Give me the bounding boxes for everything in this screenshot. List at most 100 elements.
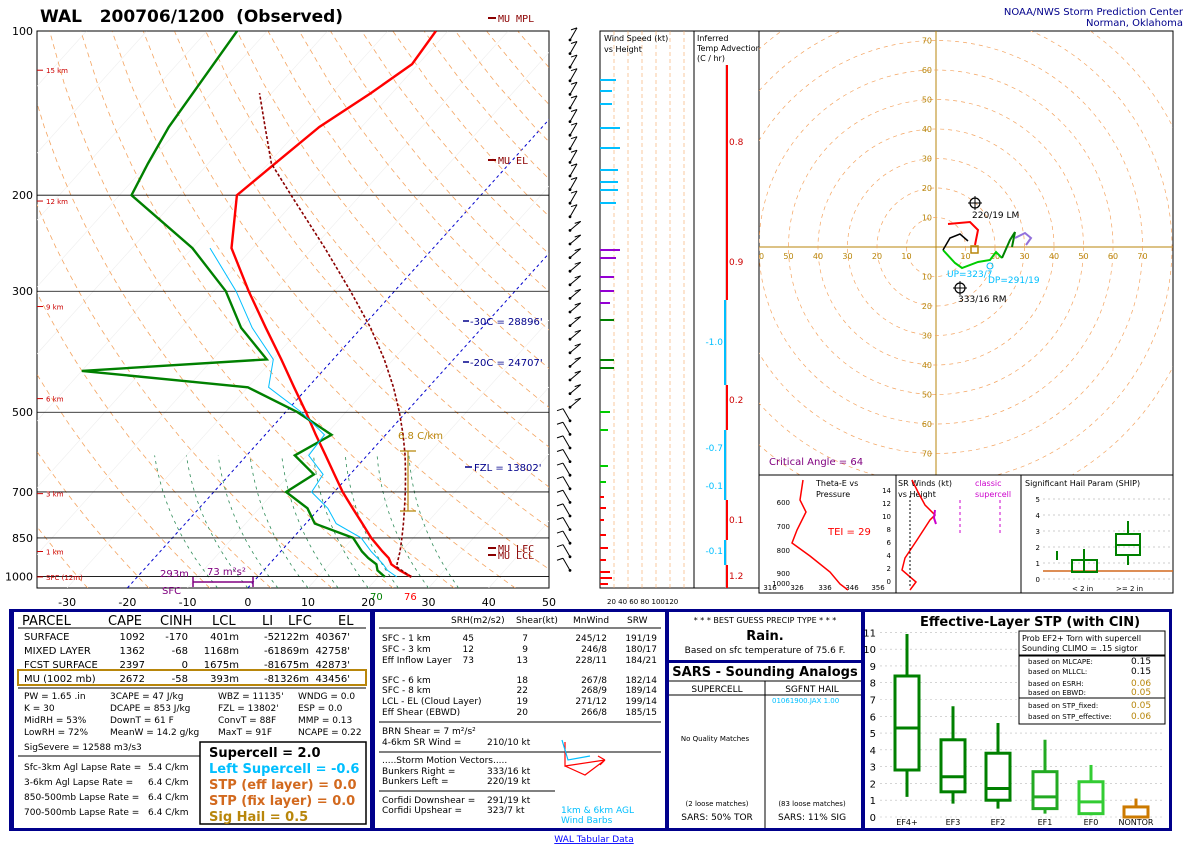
wind-barb-flag xyxy=(557,422,563,424)
tei-label: TEI = 29 xyxy=(827,527,871,538)
wind-speed-axis: 20 40 60 80 100120 xyxy=(607,598,678,606)
stp-ylabel: 6 xyxy=(870,712,876,723)
ship-ylabel: 5 xyxy=(1036,496,1040,504)
sr-winds-ylabel: 14 xyxy=(882,487,891,495)
hodo-ring-label: 20 xyxy=(872,252,882,261)
theta-e-plevel: 800 xyxy=(777,547,790,555)
kinematic-header-cell: MnWind xyxy=(573,616,609,626)
stp-ylabel: 9 xyxy=(870,662,876,673)
hodo-ring-label: 30 xyxy=(842,252,852,261)
stp-category: EF1 xyxy=(1038,818,1053,827)
based-label: based on MLCAPE: xyxy=(1028,658,1093,666)
parcel-cell: 42758' xyxy=(315,646,350,657)
parcel-cell: -5 xyxy=(264,632,274,643)
hodo-ring-label: 20 xyxy=(922,302,932,311)
hodo-ring-label: 10 xyxy=(922,273,932,282)
hodo-ring-label: 50 xyxy=(922,96,932,105)
height-label: 12 km xyxy=(46,198,68,206)
index-cell: DCAPE = 853 J/kg xyxy=(110,704,190,714)
temp-advection-bar xyxy=(726,65,728,300)
hail-match: 01061900.JAX 1.00 xyxy=(772,697,839,705)
precip-basis: Based on sfc temperature of 75.6 F. xyxy=(685,646,846,656)
parcel-cell: 40367' xyxy=(315,632,350,643)
hail-sars: SARS: 11% SIG xyxy=(778,813,846,823)
kinematic-row-label: SFC - 3 km xyxy=(382,645,431,655)
based-value: 0.06 xyxy=(1131,712,1151,722)
theta-e-plevel: 600 xyxy=(777,499,790,507)
sr-wind-4-6-value: 210/10 kt xyxy=(487,738,531,748)
temp-advection-units: (C / hr) xyxy=(697,54,725,63)
kinematic-cell: 45 xyxy=(463,634,474,644)
index-cell: FZL = 13802' xyxy=(218,704,279,714)
skew-t-frame xyxy=(37,31,549,588)
parcel-header-cell: CAPE xyxy=(108,614,142,629)
ship-ylabel: 0 xyxy=(1036,576,1040,584)
hodo-ring-label: 70 xyxy=(922,37,932,46)
ship-xlabel-small: < 2 in xyxy=(1072,585,1093,593)
stp-ylabel: 5 xyxy=(870,729,876,740)
parcel-cell: -8 xyxy=(264,674,274,685)
stp-ylabel: 0 xyxy=(870,813,876,824)
barb-note-1: 1km & 6km AGL xyxy=(561,806,634,816)
kinematic-row-label: Eff Shear (EBWD) xyxy=(382,708,460,718)
ship-ylabel: 3 xyxy=(1036,528,1040,536)
kinematic-cell: 7 xyxy=(522,634,528,644)
lapse-value: 6.4 C/km xyxy=(148,808,188,818)
temp-axis-label: -30 xyxy=(58,596,76,609)
ship-frame xyxy=(1021,475,1173,593)
left-supercell-index: Left Supercell = -0.6 xyxy=(209,762,359,777)
wind-speed-panel: Wind Speed (kt) vs Height 20 40 60 80 10… xyxy=(600,31,694,606)
theta-e-plevel: 700 xyxy=(777,523,790,531)
parcel-cell: -6 xyxy=(264,646,274,657)
stp-title: Effective-Layer STP (with CIN) xyxy=(920,615,1140,630)
index-cell: LowRH = 72% xyxy=(24,728,88,738)
temp-advection-bar xyxy=(726,500,728,540)
hodo-ring-label: 40 xyxy=(813,252,823,261)
kinematic-cell: 182/14 xyxy=(625,676,657,686)
stp-panel: Effective-Layer STP (with CIN) 111098765… xyxy=(863,612,1169,828)
hodo-ring-label: 60 xyxy=(922,420,932,429)
kinematic-cell: 246/8 xyxy=(581,645,607,655)
theta-e-subtitle: Pressure xyxy=(816,490,850,499)
hodo-ring-label: 60 xyxy=(922,66,932,75)
index-cell: MeanW = 14.2 g/kg xyxy=(110,728,199,738)
temp-advection-bar xyxy=(726,385,728,430)
bunkers-right-value: 333/16 kt xyxy=(487,767,531,777)
sr-winds-ylabel: 10 xyxy=(882,513,891,521)
stp-category: EF0 xyxy=(1084,818,1099,827)
theta-e-plevel: 900 xyxy=(777,570,790,578)
temp-axis-label: 30 xyxy=(422,596,436,609)
parcel-cell: 1092 xyxy=(120,632,145,643)
parcel-cell: MU (1002 mb) xyxy=(24,674,96,685)
parcel-cell: 393m xyxy=(210,674,239,685)
srh-height-label: 293m xyxy=(160,569,189,580)
hodo-ring-label: 60 xyxy=(1108,252,1118,261)
height-label: 3 km xyxy=(46,491,64,499)
sr-winds-ylabel: 4 xyxy=(887,552,892,560)
parcel-cell: MIXED LAYER xyxy=(24,646,91,657)
corfidi-up-label: Corfidi Upshear = xyxy=(382,806,462,816)
tabular-data-link[interactable]: WAL Tabular Data xyxy=(554,835,633,845)
precip-type: Rain. xyxy=(746,629,783,644)
sigsevere: SigSevere = 12588 m3/s3 xyxy=(24,743,142,753)
pressure-label: 100 xyxy=(12,25,33,38)
height-label: 15 km xyxy=(46,67,68,75)
wind-barb-flag xyxy=(557,477,563,479)
parcel-header-cell: PARCEL xyxy=(22,614,72,629)
kinematic-cell: 185/15 xyxy=(625,708,657,718)
precip-sars-box: * * * BEST GUESS PRECIP TYPE * * * Rain.… xyxy=(669,612,861,828)
theta-e-xlabel: 346 xyxy=(845,584,859,592)
wind-barb-column xyxy=(557,28,581,572)
kinematic-cell: 191/19 xyxy=(625,634,657,644)
wind-barb-staff xyxy=(563,422,570,434)
temp-advection-panel: Inferred Temp Advection (C / hr) 0.80.9-… xyxy=(694,31,761,588)
stp-category: EF2 xyxy=(991,818,1006,827)
wind-barb-staff xyxy=(563,517,570,529)
sr-winds-ylabel: 12 xyxy=(882,500,891,508)
downshear-label: DP=291/19 xyxy=(988,276,1040,286)
kinematic-header-cell: SRW xyxy=(627,616,648,626)
hodo-ring-label: 40 xyxy=(922,361,932,370)
